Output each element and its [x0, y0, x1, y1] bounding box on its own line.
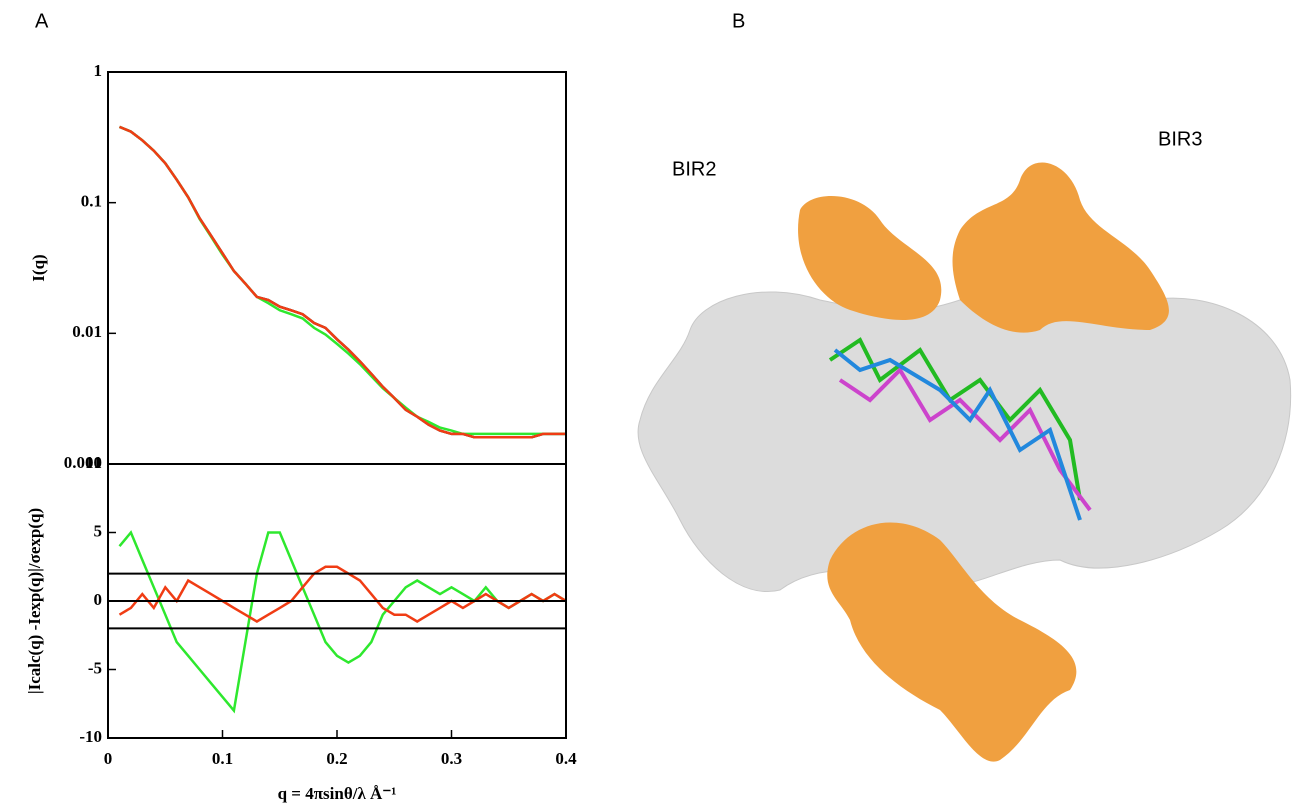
ligand-green [828, 337, 1082, 501]
x-tick-label: 0.3 [441, 749, 462, 768]
y-tick-label: 5 [94, 521, 103, 540]
series-line [118, 565, 567, 623]
x-axis-label: q = 4πsinθ/λ Å⁻¹ [278, 784, 397, 803]
ligand-blue [833, 348, 1082, 521]
y-axis-label: |Icalc(q) -Iexp(q)|/σexp(q) [25, 508, 44, 694]
y-tick-label: 0.01 [72, 322, 102, 341]
y-axis-label: I(q) [29, 254, 48, 281]
y-tick-label: 0 [94, 590, 103, 609]
ligand-magenta [838, 366, 1092, 512]
x-tick-label: 0.1 [212, 749, 233, 768]
y-tick-label: -5 [88, 658, 102, 677]
plot-frame [107, 463, 567, 739]
panel-label: A [35, 10, 49, 32]
surface-orange [798, 196, 942, 320]
x-tick-label: 0.2 [326, 749, 347, 768]
y-tick-label: 10 [85, 453, 102, 472]
plot-frame [107, 71, 567, 465]
series-line [118, 530, 567, 714]
y-tick-label: 1 [94, 61, 103, 80]
surface-orange [952, 162, 1169, 333]
series-line [119, 125, 566, 439]
x-tick-label: 0 [104, 749, 113, 768]
domain-label: BIR2 [672, 158, 716, 180]
y-tick-label: 0.1 [81, 192, 102, 211]
series-line [119, 125, 566, 436]
domain-label: BIR3 [1158, 128, 1202, 150]
panel-label: B [732, 10, 745, 32]
protein-image [637, 162, 1292, 762]
series-line [119, 125, 566, 439]
surface [637, 290, 1292, 592]
y-tick-label: -10 [79, 727, 102, 746]
x-tick-label: 0.4 [555, 749, 577, 768]
surface-orange [827, 522, 1077, 762]
y-tick-label: 0.001 [64, 453, 102, 472]
